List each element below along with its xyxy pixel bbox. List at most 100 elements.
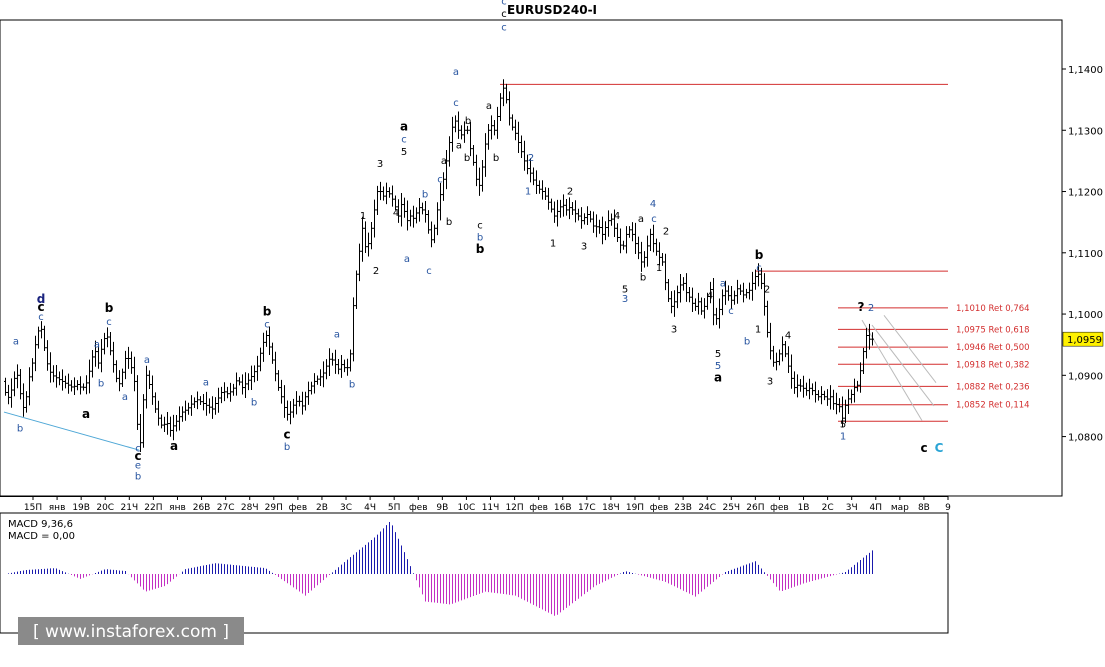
- wave-label: a: [453, 67, 459, 78]
- time-tick-label: янв: [49, 503, 66, 513]
- time-tick-label: 24С: [698, 503, 716, 513]
- wave-label: a: [714, 370, 722, 384]
- wave-label: c: [401, 135, 407, 146]
- wave-labels: dccabaabbcaaccebaabbccbab1234ac5abcacbac…: [13, 0, 944, 482]
- time-tick-label: 8В: [918, 503, 930, 513]
- wave-label: b: [755, 248, 764, 262]
- chart-title: EURUSD240-I: [507, 3, 597, 17]
- wave-label: a: [486, 101, 492, 112]
- wave-label: b: [17, 424, 23, 435]
- wave-label: b: [476, 242, 485, 256]
- wave-label: 5: [840, 419, 846, 430]
- retracement-level-label: 1,0852 Ret 0,114: [956, 401, 1030, 411]
- time-tick-label: 11Ч: [482, 503, 500, 513]
- wave-label: c: [501, 9, 507, 20]
- watermark-text: [ www.instaforex.com ]: [33, 622, 229, 642]
- wave-label: a: [400, 119, 408, 133]
- wave-label: a: [82, 407, 90, 421]
- wave-label: 4: [614, 211, 620, 222]
- wave-label: c: [501, 22, 507, 33]
- wave-label: a: [144, 355, 150, 366]
- wave-label: a: [334, 329, 340, 340]
- wave-label: 3: [622, 294, 628, 305]
- wave-label: 5: [715, 349, 721, 360]
- main-pane: [0, 19, 1063, 497]
- wave-label: 5: [715, 361, 721, 372]
- macd-params-label: MACD 9,36,6: [8, 519, 73, 530]
- time-tick-label: 2В: [316, 503, 328, 513]
- wave-label: 2: [764, 285, 770, 296]
- current-price-label: 1,0959: [1067, 335, 1102, 346]
- time-tick-label: 12П: [505, 503, 523, 513]
- time-tick-label: фев: [409, 503, 428, 513]
- macd-histogram: [8, 522, 873, 616]
- time-tick-label: 2С: [822, 503, 834, 513]
- time-tick-label: фев: [650, 503, 669, 513]
- time-tick-label: фев: [529, 503, 548, 513]
- wave-label: b: [640, 272, 646, 283]
- time-tick-label: мар: [891, 503, 909, 513]
- wave-label: b: [422, 190, 428, 201]
- price-tick-label: 1,1000: [1068, 310, 1103, 321]
- wave-label: 3: [581, 242, 587, 253]
- wave-label: b: [135, 471, 141, 482]
- wave-label: b: [744, 337, 750, 348]
- time-tick-label: 4П: [870, 503, 883, 513]
- time-tick-label: 9: [945, 503, 951, 513]
- wave-label: c: [38, 312, 44, 323]
- macd-pane: [0, 512, 949, 634]
- wave-label: a: [441, 156, 447, 167]
- price-tick-label: 1,1400: [1068, 65, 1103, 76]
- time-tick-label: 19П: [626, 503, 644, 513]
- time-tick-label: 20С: [96, 503, 114, 513]
- wave-label: b: [105, 301, 114, 315]
- wave-label: c: [134, 449, 141, 463]
- time-tick-label: 17С: [578, 503, 596, 513]
- wave-label: c: [37, 300, 44, 314]
- wave-label: 1: [656, 263, 662, 274]
- time-tick-label: 23В: [674, 503, 692, 513]
- wave-label: 2: [567, 187, 573, 198]
- wave-label: b: [98, 378, 104, 389]
- price-tick-label: 1,0900: [1068, 371, 1103, 382]
- retracement-level-label: 1,0918 Ret 0,382: [956, 360, 1030, 370]
- wave-label: 3: [671, 324, 677, 335]
- current-price-box: [1062, 331, 1104, 347]
- wave-label: 1: [755, 324, 761, 335]
- time-tick-label: 26В: [193, 503, 211, 513]
- wave-label: c: [135, 443, 141, 454]
- time-tick-label: 9В: [436, 503, 448, 513]
- wave-label: c: [920, 441, 927, 455]
- price-tick-label: 1,1100: [1068, 249, 1103, 260]
- macd-value-label: MACD = 0,00: [8, 531, 75, 542]
- time-tick-label: 25Ч: [722, 503, 740, 513]
- price-axis: 1,1400 1,1300 1,1200 1,1100 1,1000 1,0900 1,08…: [1062, 65, 1104, 444]
- time-tick-label: 1В: [798, 503, 810, 513]
- time-tick-label: 4Ч: [364, 503, 376, 513]
- wave-label: 4: [393, 208, 399, 219]
- wave-label: 2: [663, 226, 669, 237]
- time-tick-label: 28Ч: [241, 503, 259, 513]
- wave-label: c: [756, 263, 762, 274]
- wave-label: 4: [785, 331, 791, 342]
- time-tick-label: 10С: [458, 503, 476, 513]
- wave-label: 5: [622, 285, 628, 296]
- wave-label: 4: [650, 199, 656, 210]
- time-axis: 15П янв 19В 20С 21Ч 22П янв 26В 27С 28Ч 29П фев 2В 3С…: [24, 496, 951, 513]
- time-tick-label: 16В: [554, 503, 572, 513]
- wave-label: b: [251, 397, 257, 408]
- trend-layer: [3, 314, 937, 451]
- time-tick-label: 29П: [265, 503, 283, 513]
- wave-label: c: [477, 220, 483, 231]
- time-tick-label: 18Ч: [602, 503, 620, 513]
- wave-label: b: [446, 217, 452, 228]
- levels-layer: 1,1010 Ret 0,764 1,0975 Ret 0,618 1,0946 R…: [500, 83, 1030, 422]
- time-tick-label: 15П: [24, 503, 42, 513]
- retracement-level-label: 1,0946 Ret 0,500: [956, 343, 1030, 353]
- retracement-level-label: 1,0882 Ret 0,236: [956, 382, 1030, 392]
- wave-label: b: [465, 116, 471, 127]
- wave-label: 2: [868, 303, 874, 314]
- time-tick-label: 5П: [388, 503, 401, 513]
- price-tick-label: 1,1200: [1068, 188, 1103, 199]
